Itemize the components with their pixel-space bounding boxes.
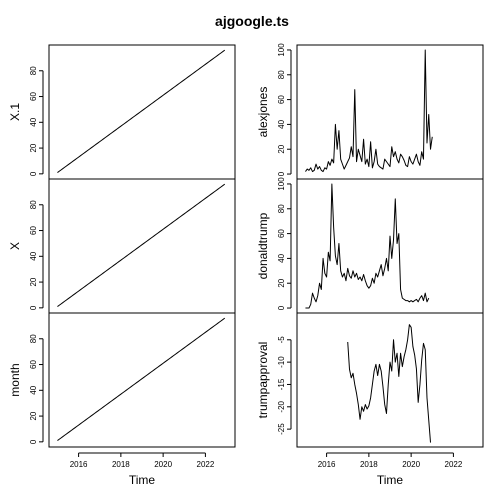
series-line-x — [57, 183, 226, 307]
y-tick-label: 80 — [29, 334, 38, 343]
y-tick-label: -10 — [277, 356, 286, 368]
x-tick-label: 2016 — [70, 460, 88, 469]
x-axis-label: Time — [129, 473, 156, 487]
y-tick-label: 0 — [29, 171, 38, 176]
y-tick-label: 20 — [277, 144, 286, 153]
y-tick-label: 40 — [277, 119, 286, 128]
y-tick-label: 40 — [29, 385, 38, 394]
panel-x-1: 0 20 40 60 80 X.1 — [8, 44, 236, 180]
y-tick-label: 20 — [29, 143, 38, 152]
y-tick-label: -25 — [277, 423, 286, 435]
y-tick-label: 80 — [29, 66, 38, 75]
y-tick-label: 80 — [277, 70, 286, 79]
y-axis-label: alexjones — [256, 87, 270, 138]
series-line-x-1 — [57, 49, 226, 173]
y-tick-label: 60 — [29, 360, 38, 369]
x-tick-label: 2022 — [445, 460, 463, 469]
x-axis-label: Time — [377, 473, 404, 487]
y-tick-label: -5 — [277, 336, 286, 344]
panel-month: 0 20 40 60 80 month 2016 2018 2020 2022 Time — [8, 312, 236, 487]
y-tick-label: -15 — [277, 378, 286, 390]
panel-alexjones: 0 20 40 60 80 100 alexjones — [256, 43, 484, 180]
y-tick-label: 0 — [277, 171, 286, 176]
y-tick-label: -20 — [277, 400, 286, 412]
y-tick-label: 100 — [277, 177, 286, 191]
y-tick-label: 40 — [29, 251, 38, 260]
x-tick-label: 2020 — [402, 460, 420, 469]
y-tick-label: 60 — [277, 229, 286, 238]
x-tick-label: 2018 — [112, 460, 130, 469]
y-tick-label: 40 — [29, 117, 38, 126]
y-tick-label: 0 — [277, 305, 286, 310]
y-tick-label: 0 — [29, 439, 38, 444]
y-axis-label: X — [8, 242, 22, 250]
y-tick-label: 60 — [29, 92, 38, 101]
y-tick-label: 80 — [29, 200, 38, 209]
y-tick-label: 80 — [277, 204, 286, 213]
series-line-month — [57, 317, 226, 441]
panel-frame — [48, 312, 236, 448]
panel-donaldtrump: 0 20 40 60 80 100 donaldtrump — [256, 177, 484, 314]
panel-frame — [296, 178, 484, 314]
y-tick-label: 20 — [277, 278, 286, 287]
y-axis-label: month — [8, 363, 22, 396]
y-axis-label: donaldtrump — [256, 212, 270, 279]
series-line-alexjones — [305, 49, 433, 173]
x-axis: 2016 2018 2020 2022 Time — [318, 452, 463, 487]
y-axis-label: trumpapproval — [256, 342, 270, 419]
y-axis-label: X.1 — [8, 103, 22, 121]
y-tick-label: 20 — [29, 411, 38, 420]
y-tick-label: 60 — [277, 95, 286, 104]
x-tick-label: 2022 — [197, 460, 215, 469]
y-tick-label: 100 — [277, 43, 286, 57]
series-line-trumpapproval — [347, 324, 432, 443]
x-tick-label: 2020 — [154, 460, 172, 469]
panel-frame — [296, 312, 484, 448]
x-tick-label: 2018 — [360, 460, 378, 469]
panels-group: 0 20 40 60 80 X.1 0 20 40 60 80 X 0 20 40 60 80 month 2016… — [8, 43, 484, 487]
panel-x: 0 20 40 60 80 X — [8, 178, 236, 314]
series-line-donaldtrump — [305, 183, 430, 309]
y-tick-label: 40 — [277, 253, 286, 262]
y-tick-label: 60 — [29, 226, 38, 235]
chart-title: ajgoogle.ts — [215, 13, 289, 29]
y-tick-label: 20 — [29, 277, 38, 286]
panel-frame — [296, 44, 484, 180]
x-tick-label: 2016 — [318, 460, 336, 469]
y-tick-label: 0 — [29, 305, 38, 310]
x-axis: 2016 2018 2020 2022 Time — [70, 452, 215, 487]
